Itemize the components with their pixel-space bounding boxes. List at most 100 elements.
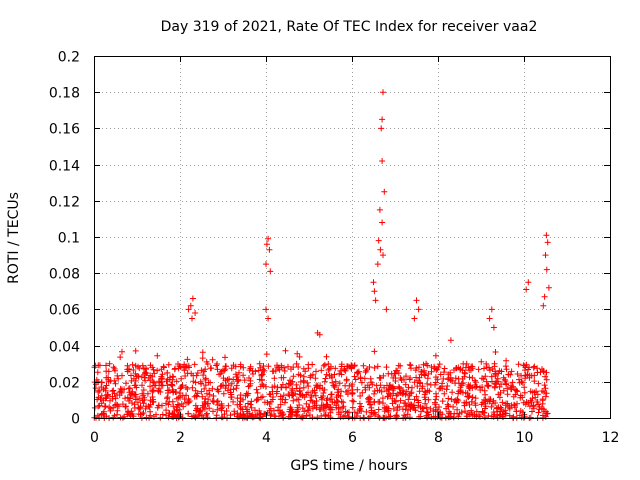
data-point [350,398,357,405]
data-point [443,386,450,393]
data-point [275,364,282,371]
data-point [365,398,372,405]
data-point [420,405,427,412]
data-point [371,409,378,416]
data-point [390,390,397,397]
data-point [503,410,509,417]
data-point [151,370,158,377]
data-point [407,390,414,397]
data-point [502,363,509,370]
data-point [198,380,204,387]
data-point [311,389,318,396]
data-point [358,403,365,410]
data-point [426,388,433,395]
data-point [206,391,213,398]
data-point [434,366,441,373]
data-point [385,386,392,392]
data-point [112,395,119,402]
data-point [385,409,392,415]
data-point [194,370,201,376]
data-point [479,409,486,416]
data-point [180,403,187,410]
data-point [381,384,388,391]
data-point [478,358,485,365]
data-point [448,396,455,403]
data-point [488,403,495,410]
data-point [406,361,413,368]
data-point [414,383,421,390]
data-point [214,402,221,408]
data-point [504,400,511,407]
data-point [94,369,101,376]
data-point [254,396,261,403]
data-point [321,361,328,368]
data-point [316,331,323,338]
data-point [543,266,550,273]
data-point [390,374,397,381]
grid-layer [94,56,610,418]
data-point [537,369,544,376]
data-point [193,372,200,379]
data-point [372,297,379,304]
data-point [431,365,438,372]
data-point [445,403,452,409]
data-point [374,363,381,370]
data-point [523,286,530,293]
data-point [403,403,410,410]
axis-ticks [94,56,611,419]
data-point [248,404,255,411]
data-point [202,375,209,382]
data-point [263,351,270,358]
data-point [541,382,548,389]
data-point [522,372,529,379]
data-point [401,400,408,406]
data-point [374,387,381,394]
x-tick-label: 2 [176,430,185,446]
data-point [295,396,302,403]
data-point [199,393,206,400]
data-point [192,379,199,386]
data-point [173,404,180,411]
data-point [280,411,287,418]
data-point [159,411,166,418]
data-point [281,399,288,406]
data-point [321,378,328,385]
data-point [230,398,237,405]
data-point [337,393,344,399]
data-point [222,363,229,370]
data-point [312,392,319,399]
data-point [179,392,186,399]
data-point [132,382,139,389]
data-point [213,414,220,421]
data-point [480,376,487,383]
data-point [379,116,386,123]
y-tick-label: 0.16 [49,122,80,138]
data-point [397,362,404,369]
data-point [349,390,356,397]
data-point [365,414,372,421]
y-tick-label: 0.02 [49,376,80,392]
x-tick-label: 6 [348,430,357,446]
data-point [451,398,458,405]
data-point [371,288,378,295]
data-point [528,372,535,379]
data-point [128,377,135,384]
data-point [258,394,265,401]
data-point [95,378,102,385]
data-point [348,365,355,372]
data-point [237,404,244,410]
data-point [511,401,517,408]
data-point [149,373,156,380]
data-point [464,393,471,400]
data-point [327,396,334,403]
data-point [200,372,207,379]
data-point [175,361,181,367]
data-point [263,261,269,268]
data-point [357,375,364,382]
data-point [256,360,263,367]
data-point [400,387,407,394]
data-point [280,392,287,399]
data-point [511,402,518,409]
data-point [166,410,172,417]
